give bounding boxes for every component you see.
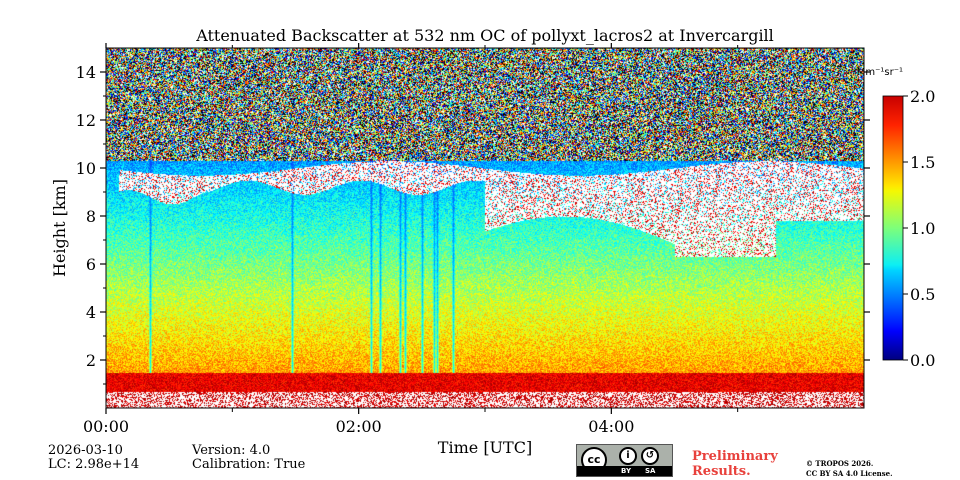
- y-tick-label: 4: [86, 303, 96, 322]
- info-version-calibration: Version: 4.0 Calibration: True: [192, 444, 305, 472]
- colorbar-ticks: 0.0 0.5 1.0 1.5 2.0: [903, 87, 935, 370]
- preliminary-line2: Results.: [692, 464, 751, 479]
- y-tick-label: 2: [86, 351, 96, 370]
- info-date: 2026-03-10: [48, 443, 123, 458]
- x-tick-label: 02:00: [336, 417, 382, 436]
- x-tick-label: 04:00: [588, 417, 634, 436]
- by-label: BY: [621, 467, 632, 475]
- x-tick-label: 00:00: [83, 417, 129, 436]
- colorbar-tick-label: 1.0: [910, 219, 935, 238]
- y-tick-label: 14: [76, 63, 96, 82]
- y-tick-label: 10: [76, 159, 96, 178]
- y-axis: 2 4 6 8 10 12 14: [76, 63, 870, 385]
- colorbar-tick-label: 2.0: [910, 87, 935, 106]
- colorbar: Mm⁻¹sr⁻¹ 0.0 0.5 1.0 1.5 2.0: [857, 67, 936, 370]
- info-version: Version: 4.0: [192, 443, 271, 458]
- chart-title: Attenuated Backscatter at 532 nm OC of p…: [195, 26, 774, 45]
- y-tick-label: 8: [86, 207, 96, 226]
- sa-icon: ↺: [641, 447, 659, 465]
- colorbar-tick-label: 1.5: [910, 153, 935, 172]
- sa-label: SA: [645, 467, 656, 475]
- colorbar-unit-label: Mm⁻¹sr⁻¹: [857, 67, 903, 78]
- copyright-line2: CC BY SA 4.0 License.: [806, 469, 893, 478]
- heatmap-image: [106, 48, 864, 408]
- info-date-lc: 2026-03-10 LC: 2.98e+14: [48, 444, 139, 472]
- by-icon: i: [619, 447, 637, 465]
- y-tick-label: 6: [86, 255, 96, 274]
- y-axis-label: Height [km]: [50, 179, 69, 277]
- colorbar-tick-label: 0.5: [910, 285, 935, 304]
- preliminary-line1: Preliminary: [692, 449, 778, 464]
- x-axis: 00:00 02:00 04:00: [83, 43, 739, 436]
- copyright-line1: © TROPOS 2026.: [806, 459, 874, 468]
- colorbar-gradient: [883, 96, 903, 360]
- preliminary-results-note: Preliminary Results.: [692, 449, 778, 479]
- copyright-note: © TROPOS 2026. CC BY SA 4.0 License.: [806, 459, 893, 479]
- y-tick-label: 12: [76, 111, 96, 130]
- cc-license-badge: cc i ↺ BY SA: [576, 444, 673, 477]
- x-axis-label: Time [UTC]: [438, 438, 532, 457]
- info-calibration: Calibration: True: [192, 457, 306, 472]
- plot-area: [105, 47, 865, 409]
- info-lc: LC: 2.98e+14: [48, 457, 140, 472]
- colorbar-tick-label: 0.0: [910, 351, 935, 370]
- cc-badge-strip: [577, 466, 672, 476]
